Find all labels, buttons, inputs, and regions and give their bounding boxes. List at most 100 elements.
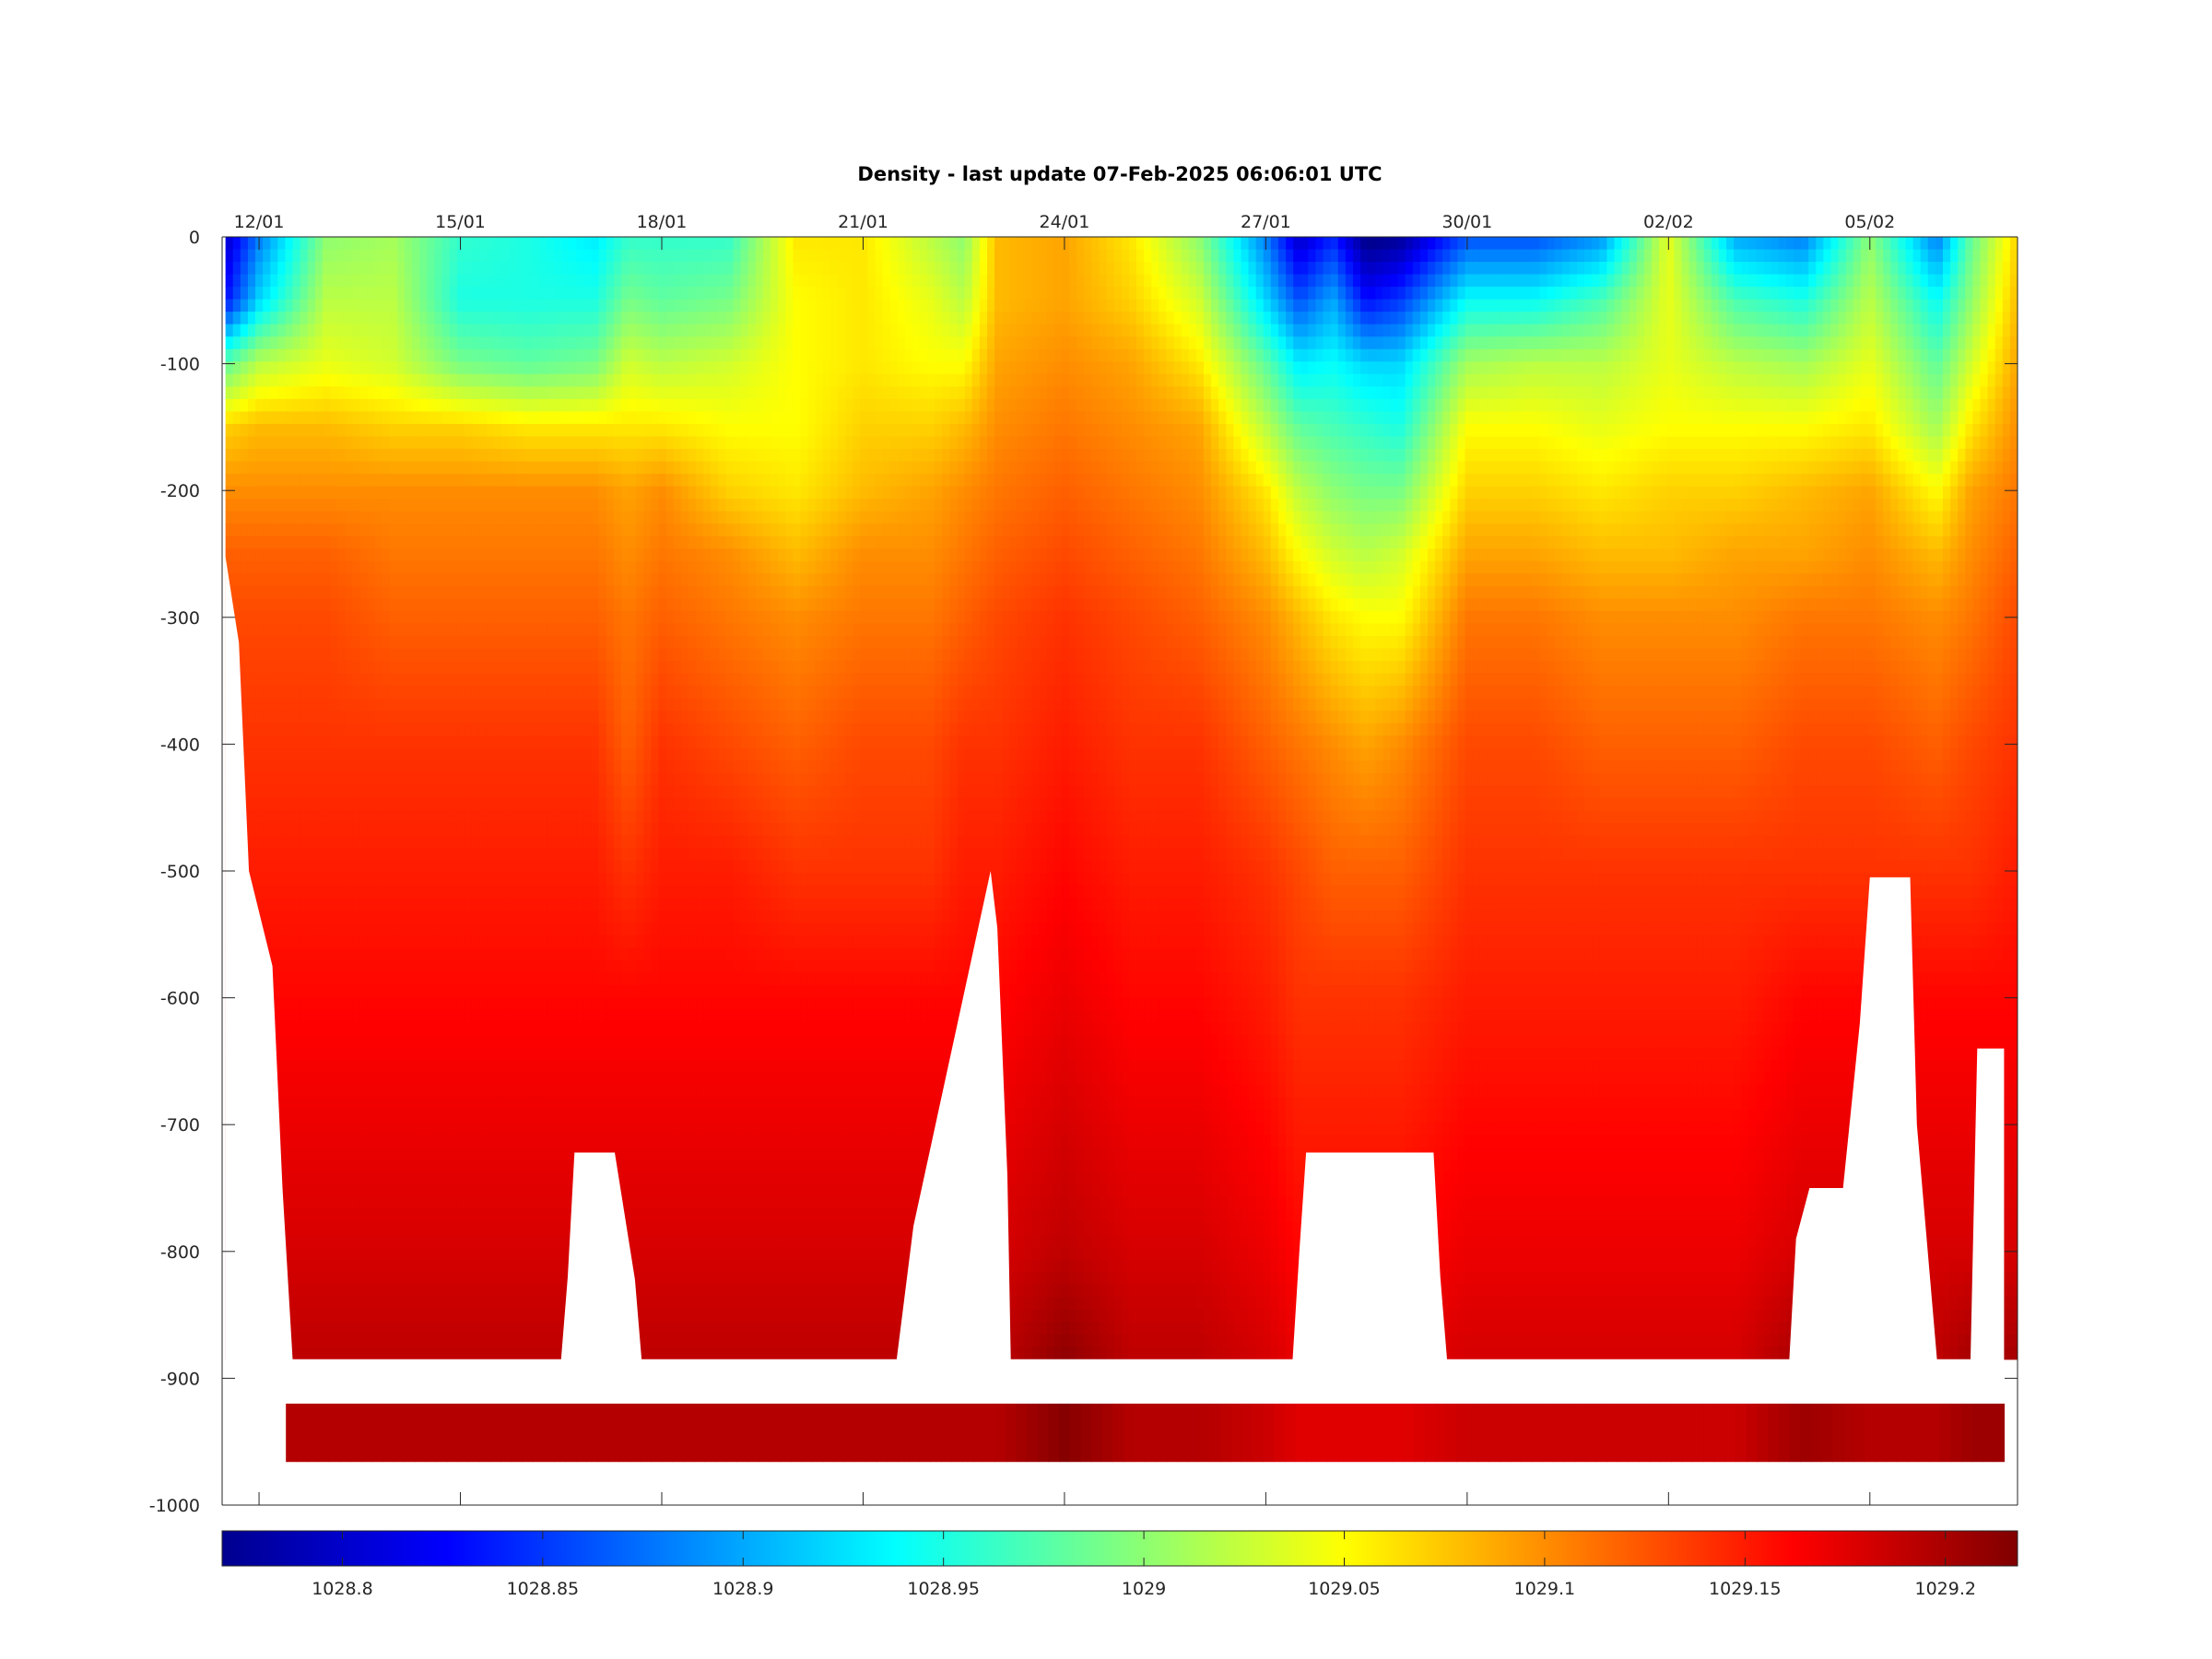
heatmap-cell	[367, 1284, 376, 1298]
heatmap-cell	[396, 785, 406, 799]
heatmap-cell	[405, 1284, 413, 1298]
heatmap-cell	[613, 910, 622, 924]
heatmap-cell	[509, 1209, 518, 1223]
heatmap-cell	[547, 1171, 555, 1185]
heatmap-cell	[636, 486, 644, 500]
heatmap-cell	[598, 860, 607, 874]
heatmap-cell	[270, 760, 278, 774]
heatmap-cell	[225, 560, 234, 574]
heatmap-cell	[307, 560, 316, 574]
heatmap-cell	[427, 560, 436, 574]
heatmap-cell	[352, 947, 361, 961]
heatmap-cell	[367, 661, 376, 675]
heatmap-cell	[576, 947, 585, 961]
heatmap-cell	[464, 1209, 473, 1223]
heatmap-cell	[538, 810, 547, 824]
heatmap-cell	[300, 1110, 309, 1124]
heatmap-cell	[405, 997, 413, 1011]
heatmap-cell	[389, 785, 398, 799]
heatmap-cell	[554, 1110, 562, 1124]
heatmap-cell	[396, 972, 406, 986]
heatmap-cell	[389, 723, 398, 736]
heatmap-cell	[307, 747, 316, 761]
heatmap-cell	[629, 1209, 637, 1223]
heatmap-cell	[307, 287, 316, 300]
heatmap-cell	[613, 324, 622, 337]
heatmap-cell	[352, 1322, 361, 1335]
heatmap-cell	[352, 711, 361, 724]
heatmap-cell	[583, 686, 593, 700]
heatmap-cell	[345, 312, 353, 325]
heatmap-cell	[494, 810, 502, 824]
heatmap-cell	[374, 1135, 383, 1148]
heatmap-cell	[419, 972, 428, 986]
heatmap-cell	[405, 1272, 413, 1286]
heatmap-cell	[538, 1309, 547, 1323]
heatmap-cell	[479, 1135, 488, 1148]
heatmap-cell	[345, 885, 353, 899]
heatmap-cell	[487, 1334, 495, 1347]
heatmap-cell	[352, 898, 361, 912]
heatmap-cell	[583, 524, 593, 537]
heatmap-cell	[561, 648, 570, 662]
heatmap-cell	[232, 610, 241, 625]
heatmap-cell	[396, 686, 406, 700]
heatmap-cell	[374, 822, 383, 837]
heatmap-cell	[337, 324, 346, 337]
heatmap-cell	[531, 573, 540, 587]
heatmap-cell	[382, 1209, 391, 1223]
heatmap-cell	[277, 848, 287, 862]
heatmap-cell	[621, 810, 629, 824]
heatmap-cell	[412, 885, 420, 899]
heatmap-cell	[538, 1060, 547, 1074]
heatmap-cell	[441, 723, 451, 736]
heatmap-cell	[419, 1060, 428, 1074]
heatmap-cell	[367, 935, 376, 948]
heatmap-cell	[494, 1246, 502, 1261]
heatmap-cell	[330, 274, 338, 288]
heatmap-cell	[337, 461, 346, 475]
heatmap-cell	[479, 910, 488, 924]
heatmap-cell	[501, 648, 511, 662]
heatmap-cell	[389, 984, 398, 998]
heatmap-cell	[240, 524, 249, 537]
heatmap-cell	[277, 274, 287, 288]
heatmap-cell	[277, 373, 287, 387]
heatmap-cell	[374, 910, 383, 924]
heatmap-cell	[419, 785, 428, 799]
heatmap-cell	[247, 398, 256, 413]
heatmap-cell	[464, 1347, 473, 1360]
heatmap-cell	[263, 249, 271, 263]
heatmap-cell	[576, 610, 585, 625]
heatmap-cell	[374, 1122, 383, 1135]
heatmap-cell	[292, 947, 301, 961]
heatmap-cell	[456, 312, 465, 325]
heatmap-cell	[285, 1072, 294, 1086]
heatmap-cell	[345, 1297, 353, 1311]
heatmap-cell	[494, 760, 502, 774]
heatmap-cell	[479, 1322, 488, 1335]
heatmap-cell	[240, 287, 249, 300]
heatmap-cell	[314, 548, 324, 562]
heatmap-cell	[524, 698, 533, 712]
heatmap-cell	[598, 524, 607, 537]
heatmap-cell	[494, 461, 502, 475]
heatmap-cell	[374, 648, 383, 662]
heatmap-cell	[501, 274, 511, 288]
heatmap-cell	[524, 1122, 533, 1135]
heatmap-cell	[300, 486, 309, 500]
heatmap-cell	[629, 835, 637, 849]
heatmap-cell	[427, 299, 436, 312]
heatmap-cell	[352, 735, 361, 749]
heatmap-cell	[501, 673, 511, 687]
heatmap-cell	[449, 398, 458, 413]
heatmap-cell	[479, 461, 488, 475]
heatmap-cell	[538, 1246, 547, 1261]
heatmap-cell	[613, 898, 622, 912]
heatmap-cell	[501, 1085, 511, 1099]
heatmap-cell	[456, 835, 465, 849]
heatmap-cell	[307, 885, 316, 899]
heatmap-cell	[389, 585, 398, 599]
heatmap-cell	[352, 772, 361, 786]
heatmap-cell	[427, 661, 436, 675]
